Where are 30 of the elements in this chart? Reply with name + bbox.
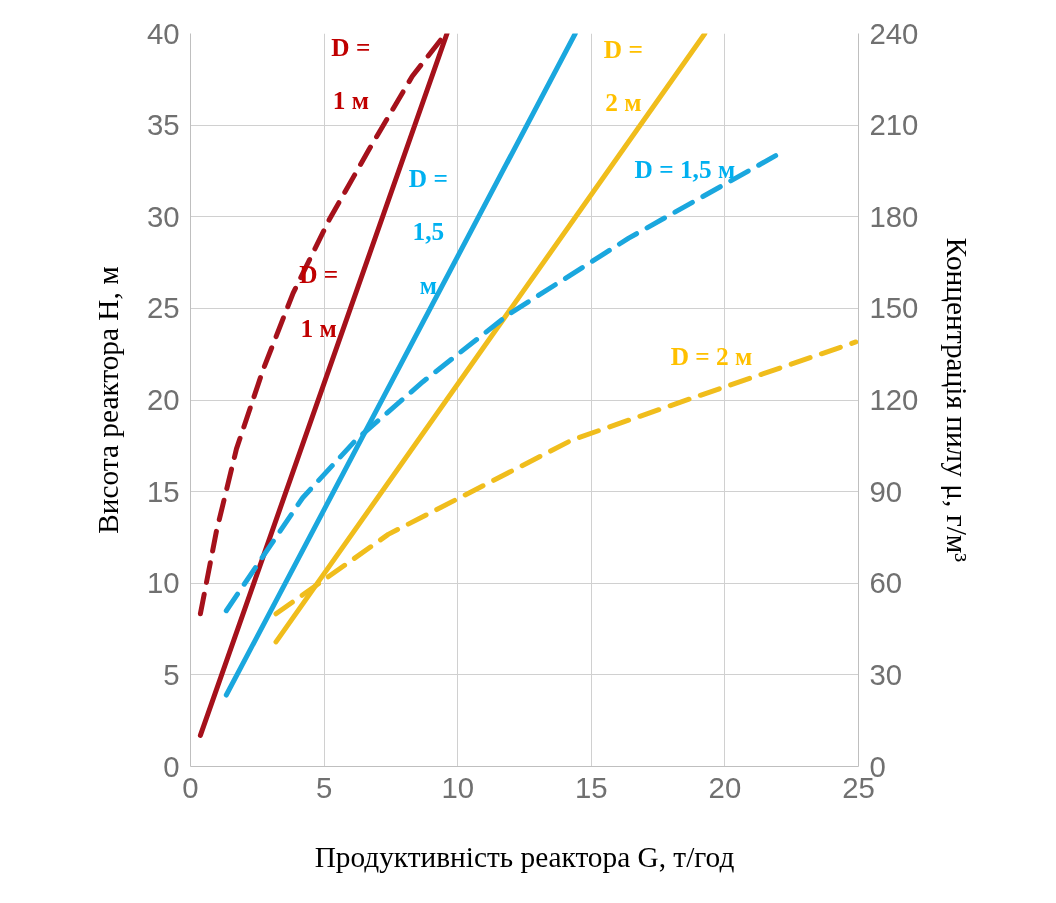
x-tick-label: 20 <box>708 770 742 804</box>
y-tick-label: 15 <box>146 474 180 508</box>
x-tick-label: 15 <box>574 770 608 804</box>
y-axis-title: Висота реактора Н, м <box>91 266 124 534</box>
y-tick-label: 40 <box>146 16 180 50</box>
annotation: D = 2 м <box>670 342 753 371</box>
y2-tick-label: 150 <box>869 291 919 325</box>
annotation: D = 1 м <box>331 33 371 115</box>
annotation: D = 1,5 м <box>408 164 448 299</box>
y2-tick-label: 240 <box>869 16 919 50</box>
x-tick-label: 5 <box>315 770 333 804</box>
y-tick-label: 5 <box>163 657 180 691</box>
x-tick-label: 10 <box>441 770 475 804</box>
y-tick-label: 20 <box>146 383 180 416</box>
y2-tick-label: 180 <box>869 199 919 233</box>
annotation: D = 1 м <box>299 260 339 342</box>
y-tick-label: 0 <box>163 749 180 783</box>
y2-tick-label: 30 <box>869 657 903 691</box>
annotation: D = 1,5 м <box>634 155 736 184</box>
annotation: D = 2 м <box>603 35 643 117</box>
y2-axis-title: Концентрація пилу μ, г/м³ <box>941 237 974 563</box>
y-tick-label: 25 <box>146 291 180 325</box>
y-tick-label: 10 <box>146 566 180 600</box>
x-axis-title: Продуктивність реактора G, т/год <box>314 840 735 873</box>
y-tick-label: 35 <box>146 108 180 142</box>
y2-tick-label: 120 <box>869 383 919 416</box>
y-tick-label: 30 <box>146 199 180 233</box>
y2-tick-label: 210 <box>869 108 919 142</box>
y2-tick-label: 90 <box>869 474 903 508</box>
y2-tick-label: 60 <box>869 566 903 600</box>
